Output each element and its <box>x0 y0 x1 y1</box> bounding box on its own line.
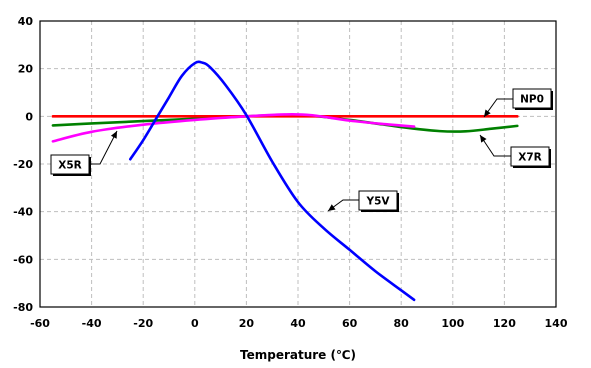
x-tick-label: -60 <box>30 317 50 330</box>
x-tick-label: -40 <box>82 317 102 330</box>
callout-box <box>50 154 90 175</box>
callout-x5r: X5R <box>50 130 118 176</box>
y-tick-label: 20 <box>18 63 34 76</box>
callout-label: Y5V <box>365 196 390 208</box>
callout-arrowhead <box>110 131 117 139</box>
x-tick-label: 100 <box>441 317 464 330</box>
callout-label: NP0 <box>520 94 544 106</box>
y-tick-label: -20 <box>13 158 33 171</box>
callout-arrowhead <box>480 135 487 143</box>
x-tick-label: 60 <box>342 317 358 330</box>
callout-label: X5R <box>58 160 82 172</box>
tick-labels: -60 -40 -20 0 20 40 60 80 100 120 140 40 20 0 -20 -40 -6… <box>13 15 568 330</box>
callout-y5v: Y5V <box>327 190 399 212</box>
callout-label: X7R <box>518 152 542 164</box>
callout-x7r: X7R <box>479 134 551 168</box>
x-axis-label: Temperature (℃) <box>240 348 356 362</box>
x-tick-label: 140 <box>545 317 568 330</box>
x-tick-label: 0 <box>191 317 199 330</box>
x-tick-label: 20 <box>239 317 255 330</box>
x-tick-label: 120 <box>493 317 516 330</box>
series-line-y5v <box>129 60 416 302</box>
x-tick-label: 80 <box>394 317 410 330</box>
series-lines <box>51 60 519 302</box>
plot-border <box>39 20 557 308</box>
y-tick-label: 40 <box>18 15 34 28</box>
callout-np0: NP0 <box>483 88 553 118</box>
callout-leader-line <box>479 134 511 157</box>
callout-box <box>512 88 552 109</box>
callout-box <box>510 146 550 167</box>
series-line-x5r <box>51 112 416 143</box>
series-callouts: NP0 X7R X5R Y5V <box>50 88 553 212</box>
y-tick-label: -40 <box>13 206 33 219</box>
y-tick-label: -60 <box>13 253 33 266</box>
callout-leader-line <box>89 130 118 165</box>
callout-arrowhead <box>328 204 336 211</box>
x-tick-label: 40 <box>290 317 306 330</box>
y-tick-label: -80 <box>13 301 33 314</box>
x-tick-label: -20 <box>133 317 153 330</box>
callout-arrowhead <box>484 109 491 117</box>
callout-leader-line <box>483 98 513 118</box>
y-tick-label: 0 <box>25 110 33 123</box>
callout-box <box>358 190 398 211</box>
